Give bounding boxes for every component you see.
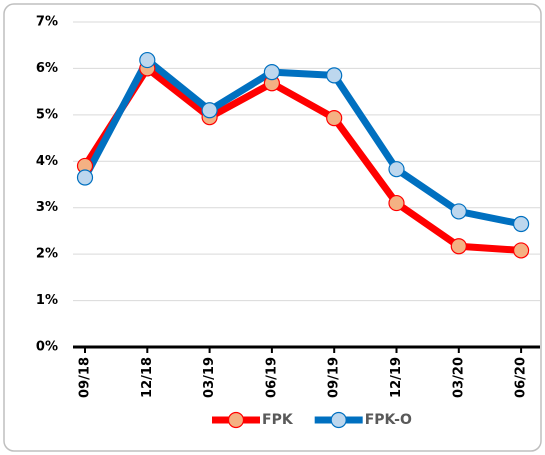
y-tick-label: 7%	[36, 15, 58, 30]
x-tick-label: 06/19	[264, 357, 279, 398]
x-tick-label: 03/19	[202, 357, 217, 398]
x-tick-label: 06/20	[514, 357, 529, 398]
point	[388, 194, 405, 212]
point	[512, 215, 530, 233]
series-line	[81, 56, 522, 228]
chart-frame	[3, 3, 542, 452]
point	[263, 64, 280, 81]
point	[201, 102, 218, 119]
x-tick-label: 12/19	[389, 357, 404, 398]
point	[512, 242, 530, 259]
y-tick-label: 2%	[36, 247, 58, 262]
y-tick-label: 3%	[36, 200, 58, 215]
legend-marker	[227, 411, 245, 429]
series-line	[82, 64, 522, 254]
x-tick-label: 09/19	[327, 357, 342, 398]
point	[326, 110, 343, 127]
x-tick-label: 03/20	[451, 357, 466, 398]
point	[326, 67, 343, 84]
y-tick-label: 1%	[36, 293, 58, 308]
point	[388, 161, 405, 178]
point	[139, 51, 156, 69]
x-tick-label: 09/18	[78, 357, 93, 398]
y-tick-label: 4%	[36, 154, 58, 169]
point	[450, 238, 467, 255]
y-tick-label: 6%	[36, 61, 58, 76]
point	[450, 203, 467, 220]
x-tick-label: 12/18	[140, 357, 155, 398]
point	[76, 169, 94, 186]
legend-marker	[330, 411, 347, 429]
y-tick-label: 5%	[36, 107, 58, 122]
y-tick-label: 0%	[36, 340, 58, 355]
legend-label: FPK-O	[365, 412, 412, 428]
legend-label: FPK	[262, 412, 294, 428]
